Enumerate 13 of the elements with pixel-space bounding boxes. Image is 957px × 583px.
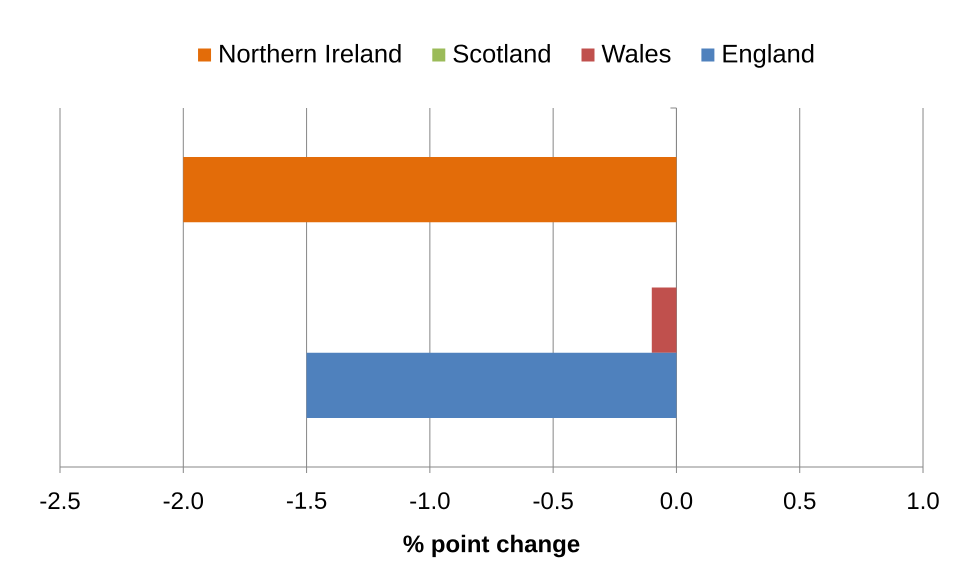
x-tick-label: 1.0 <box>908 492 939 510</box>
x-tick-label: -0.5 <box>534 492 573 510</box>
x-axis-title: % point change <box>403 534 580 558</box>
x-tick-label: -1.0 <box>410 492 450 510</box>
legend-label: Northern Ireland <box>220 44 401 63</box>
x-tick-label: 0.0 <box>660 492 692 510</box>
legend-label: England <box>723 44 814 68</box>
x-tick-label: -1.5 <box>286 492 326 509</box>
x-tick-label: -2.0 <box>164 492 204 510</box>
legend-label: Wales <box>602 44 670 63</box>
x-tick-label: -2.5 <box>40 492 80 510</box>
legend-label: Scotland <box>453 44 550 63</box>
x-tick-label: 0.5 <box>784 492 816 510</box>
